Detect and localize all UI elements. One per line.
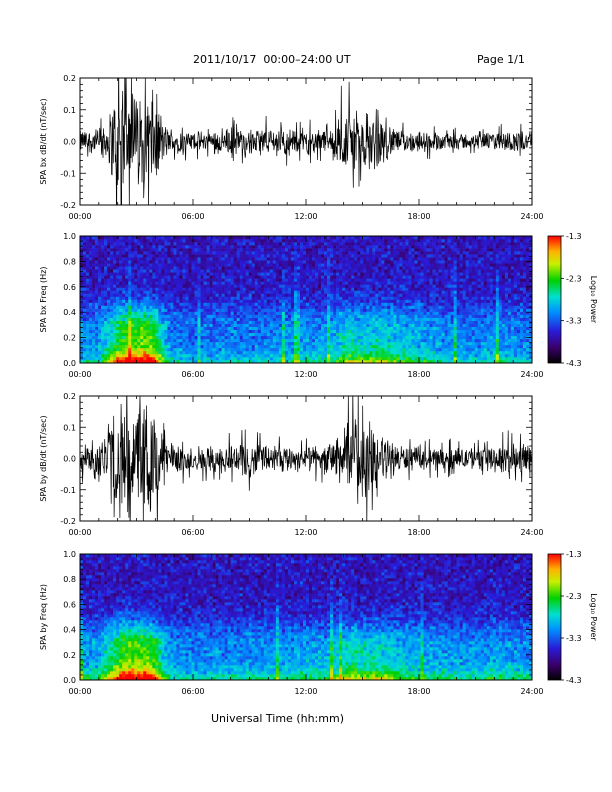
y-axis-label: SPA by Freq (Hz): [39, 584, 48, 650]
y-tick-label: 0.0: [63, 138, 76, 147]
x-tick-label: 00:00: [68, 370, 91, 379]
x-tick-label: 24:00: [520, 528, 543, 537]
page-number: Page 1/1: [477, 53, 525, 66]
series-line: [80, 396, 532, 521]
x-tick-label: 06:00: [181, 528, 204, 537]
y-tick-label: 1.0: [63, 232, 76, 241]
y-tick-label: 0.1: [63, 423, 76, 432]
x-tick-label: 12:00: [294, 212, 317, 221]
spectrogram: [80, 554, 533, 681]
x-tick-label: 06:00: [181, 370, 204, 379]
x-tick-label: 24:00: [520, 687, 543, 696]
x-tick-label: 00:00: [68, 687, 91, 696]
waveform-panel: 00:00 06:00 12:00 18:00 24:00 -0.2 -0.1 0.0 0.1 0…: [39, 74, 544, 221]
colorbar-tick-label: -3.3: [566, 634, 582, 643]
colorbar-tick-label: -2.3: [566, 274, 582, 283]
y-tick-label: 0.4: [63, 626, 76, 635]
x-tick-label: 06:00: [181, 687, 204, 696]
colorbar: [547, 553, 562, 681]
colorbar-tick-label: -1.3: [566, 550, 582, 559]
x-tick-label: 12:00: [294, 687, 317, 696]
colorbar-tick-label: -1.3: [566, 232, 582, 241]
x-tick-label: 18:00: [407, 687, 430, 696]
x-tick-label: 00:00: [68, 528, 91, 537]
y-tick-label: 0.2: [63, 74, 76, 83]
x-tick-label: 18:00: [407, 212, 430, 221]
spectrogram-panel: -1.3 -2.3 -3.3 -4.3 Log₁₀ Power 00:00 06:00 12:…: [39, 232, 598, 379]
y-tick-label: 0.6: [63, 283, 76, 292]
x-tick-label: 18:00: [407, 370, 430, 379]
y-tick-label: 0.2: [63, 651, 76, 660]
y-tick-label: 0.1: [63, 106, 76, 115]
spectrogram: [80, 236, 533, 364]
colorbar: [547, 235, 562, 364]
y-tick-label: -0.2: [60, 517, 76, 526]
y-tick-label: 0.0: [63, 676, 76, 685]
y-tick-label: 0.6: [63, 600, 76, 609]
y-tick-label: 0.0: [63, 359, 76, 368]
y-tick-label: 0.4: [63, 308, 76, 317]
y-tick-label: -0.1: [60, 169, 76, 178]
colorbar-tick-label: -3.3: [566, 317, 582, 326]
spectrogram-panel: -1.3 -2.3 -3.3 -4.3 Log₁₀ Power 00:00 06:00 12:…: [39, 550, 598, 696]
y-tick-label: 1.0: [63, 550, 76, 559]
colorbar-label: Log₁₀ Power: [589, 593, 598, 641]
x-tick-label: 24:00: [520, 370, 543, 379]
series-line: [80, 78, 532, 205]
x-tick-label: 18:00: [407, 528, 430, 537]
page-title: 2011/10/17 00:00–24:00 UT: [193, 53, 351, 66]
colorbar-tick-label: -2.3: [566, 592, 582, 601]
colorbar-label: Log₁₀ Power: [589, 276, 598, 324]
y-tick-label: 0.8: [63, 257, 76, 266]
y-axis-label: SPA bx Freq (Hz): [39, 267, 48, 333]
colorbar-tick-label: -4.3: [566, 676, 582, 685]
y-tick-label: -0.2: [60, 201, 76, 210]
colorbar-tick-label: -4.3: [566, 359, 582, 368]
y-tick-label: 0.2: [63, 392, 76, 401]
y-axis-label: SPA by dB/dt (nT/sec): [39, 415, 48, 501]
x-tick-label: 12:00: [294, 528, 317, 537]
x-tick-label: 12:00: [294, 370, 317, 379]
y-axis-label: SPA bx dB/dt (nT/sec): [39, 98, 48, 184]
waveform-panel: 00:00 06:00 12:00 18:00 24:00 -0.2 -0.1 0.0 0.1 0…: [39, 392, 544, 537]
x-tick-label: 00:00: [68, 212, 91, 221]
y-tick-label: 0.8: [63, 575, 76, 584]
y-tick-label: -0.1: [60, 486, 76, 495]
x-axis-label: Universal Time (hh:mm): [211, 712, 344, 725]
x-tick-label: 06:00: [181, 212, 204, 221]
y-tick-label: 0.0: [63, 455, 76, 464]
x-tick-label: 24:00: [520, 212, 543, 221]
y-tick-label: 0.2: [63, 334, 76, 343]
